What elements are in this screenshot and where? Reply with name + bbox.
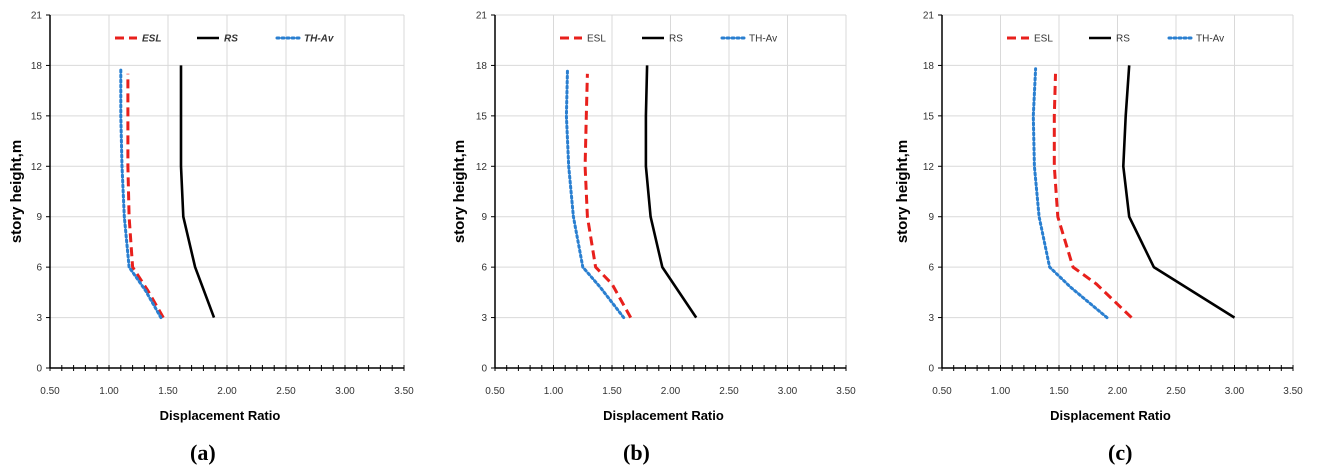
x-tick-label: 2.50 xyxy=(1166,386,1186,397)
series-line-rs xyxy=(1122,65,1236,319)
series-line-th-av xyxy=(1031,67,1109,320)
y-tick-label: 21 xyxy=(923,11,935,22)
x-tick-label: 2.00 xyxy=(217,386,237,397)
legend-label: RS xyxy=(224,34,238,45)
x-tick-label: 1.00 xyxy=(544,386,564,397)
y-axis-title: story height,m xyxy=(894,140,911,243)
series-line-esl xyxy=(583,73,633,319)
chart-panel: 0.50 1.00 1.50 2.00 2.50 3.00 3.50 0 3 6 9 12 15 18 21… xyxy=(8,11,414,424)
y-tick-label: 21 xyxy=(476,11,488,22)
x-axis-title: Displacement Ratio xyxy=(1050,408,1171,423)
x-tick-label: 2.50 xyxy=(719,386,739,397)
y-tick-label: 18 xyxy=(923,61,935,72)
panel-label: (b) xyxy=(623,440,650,465)
x-tick-label: 1.00 xyxy=(99,386,119,397)
y-tick-label: 12 xyxy=(31,162,43,173)
legend-label: RS xyxy=(669,34,683,45)
y-tick-label: 0 xyxy=(36,364,42,375)
panel-label: (c) xyxy=(1108,440,1133,465)
x-tick-label: 1.50 xyxy=(1049,386,1069,397)
y-tick-label: 0 xyxy=(928,364,934,375)
x-tick-label: 2.00 xyxy=(661,386,681,397)
x-tick-label: 3.50 xyxy=(836,386,856,397)
series-line-esl xyxy=(126,73,165,319)
x-tick-label: 3.00 xyxy=(778,386,798,397)
y-tick-label: 15 xyxy=(476,111,488,122)
legend-label: TH-Av xyxy=(304,34,335,45)
y-axis-title: story height,m xyxy=(8,140,25,243)
series-line-th-av xyxy=(564,67,626,320)
legend-label: RS xyxy=(1116,34,1130,45)
x-axis-title: Displacement Ratio xyxy=(603,408,724,423)
y-tick-label: 3 xyxy=(36,313,42,324)
x-tick-label: 0.50 xyxy=(485,386,505,397)
x-tick-label: 1.50 xyxy=(602,386,622,397)
y-tick-label: 12 xyxy=(476,162,488,173)
x-tick-label: 3.50 xyxy=(1283,386,1303,397)
y-axis-title: story height,m xyxy=(451,140,468,243)
x-tick-label: 0.50 xyxy=(932,386,952,397)
x-tick-label: 3.50 xyxy=(394,386,414,397)
series-line-esl xyxy=(1052,73,1133,319)
series-line-rs xyxy=(179,65,216,319)
y-tick-label: 18 xyxy=(476,61,488,72)
legend-label: TH-Av xyxy=(749,34,777,45)
legend-label: ESL xyxy=(1034,34,1053,45)
x-tick-label: 1.50 xyxy=(158,386,178,397)
y-tick-label: 6 xyxy=(928,263,934,274)
y-tick-label: 18 xyxy=(31,61,43,72)
y-tick-label: 9 xyxy=(928,212,934,223)
legend-label: TH-Av xyxy=(1196,34,1224,45)
series-line-th-av xyxy=(119,67,163,320)
y-tick-label: 0 xyxy=(481,364,487,375)
x-tick-label: 3.00 xyxy=(1225,386,1245,397)
y-tick-label: 3 xyxy=(928,313,934,324)
y-tick-label: 21 xyxy=(31,11,43,22)
y-tick-label: 15 xyxy=(923,111,935,122)
y-tick-label: 6 xyxy=(481,263,487,274)
series-line-rs xyxy=(644,65,698,319)
chart-panel: 0.50 1.00 1.50 2.00 2.50 3.00 3.50 0 3 6 9 12 15 18 21… xyxy=(451,11,856,424)
x-tick-label: 2.00 xyxy=(1108,386,1128,397)
legend-label: ESL xyxy=(587,34,606,45)
y-tick-label: 9 xyxy=(36,212,42,223)
panel-label: (a) xyxy=(190,440,216,465)
y-tick-label: 12 xyxy=(923,162,935,173)
x-tick-label: 2.50 xyxy=(276,386,296,397)
y-tick-label: 9 xyxy=(481,212,487,223)
y-tick-label: 3 xyxy=(481,313,487,324)
x-tick-label: 1.00 xyxy=(991,386,1011,397)
x-axis-title: Displacement Ratio xyxy=(160,408,281,423)
legend-label: ESL xyxy=(142,34,161,45)
y-tick-label: 6 xyxy=(36,263,42,274)
x-tick-label: 0.50 xyxy=(40,386,60,397)
chart-panel: 0.50 1.00 1.50 2.00 2.50 3.00 3.50 0 3 6 9 12 15 18 21… xyxy=(894,11,1303,424)
x-tick-label: 3.00 xyxy=(335,386,355,397)
y-tick-label: 15 xyxy=(31,111,43,122)
